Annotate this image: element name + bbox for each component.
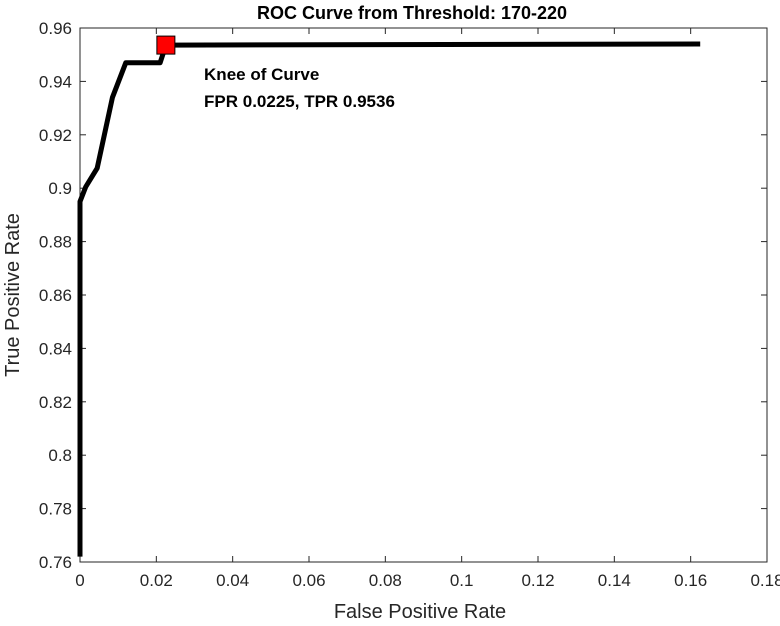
annotation-group: Knee of Curve FPR 0.0225, TPR 0.9536 <box>204 65 395 111</box>
axis-ticks: 0 0.02 0.04 0.06 0.08 0.1 0.12 0.14 0.16 0.18 0.76… <box>39 19 780 590</box>
x-tick-label: 0.08 <box>369 571 402 590</box>
x-tick-label: 0.1 <box>450 571 474 590</box>
y-tick-label: 0.78 <box>39 500 72 519</box>
y-tick-label: 0.96 <box>39 19 72 38</box>
x-tick-label: 0.16 <box>674 571 707 590</box>
y-axis-label: True Positive Rate <box>2 213 24 377</box>
knee-marker <box>156 35 176 55</box>
y-tick-label: 0.76 <box>39 553 72 572</box>
x-tick-label: 0.04 <box>216 571 249 590</box>
y-tick-label: 0.86 <box>39 286 72 305</box>
y-tick-label: 0.92 <box>39 126 72 145</box>
y-tick-label: 0.84 <box>39 339 72 358</box>
x-tick-label: 0.02 <box>140 571 173 590</box>
x-axis-label: False Positive Rate <box>334 601 506 623</box>
chart-title: ROC Curve from Threshold: 170-220 <box>257 3 567 23</box>
y-tick-label: 0.82 <box>39 393 72 412</box>
x-tick-label: 0 <box>75 571 84 590</box>
x-tick-label: 0.06 <box>292 571 325 590</box>
series-group <box>77 35 701 557</box>
x-tick-label: 0.18 <box>750 571 780 590</box>
x-tick-label: 0.14 <box>598 571 631 590</box>
annotation-line-1: Knee of Curve <box>204 65 319 84</box>
annotation-line-2: FPR 0.0225, TPR 0.9536 <box>204 92 395 111</box>
y-tick-label: 0.8 <box>48 446 72 465</box>
y-tick-label: 0.94 <box>39 72 72 91</box>
plot-area <box>79 27 768 563</box>
x-tick-label: 0.12 <box>521 571 554 590</box>
y-tick-label: 0.9 <box>48 179 72 198</box>
y-tick-label: 0.88 <box>39 233 72 252</box>
